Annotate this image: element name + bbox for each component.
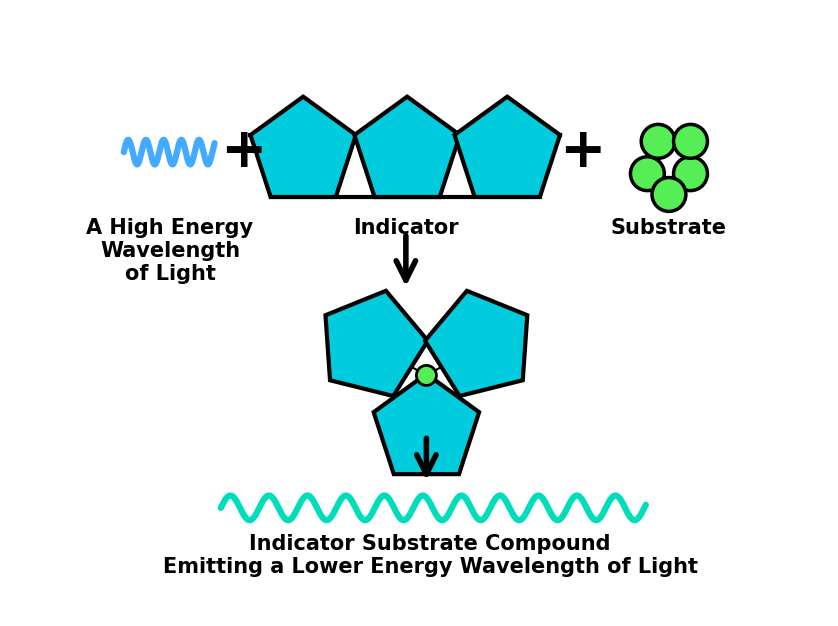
Polygon shape bbox=[425, 291, 527, 396]
Circle shape bbox=[674, 125, 707, 158]
Text: Indicator: Indicator bbox=[353, 218, 458, 238]
Polygon shape bbox=[454, 96, 560, 197]
Circle shape bbox=[652, 178, 685, 212]
Polygon shape bbox=[374, 374, 479, 474]
Text: Indicator Substrate Compound
Emitting a Lower Energy Wavelength of Light: Indicator Substrate Compound Emitting a … bbox=[163, 534, 698, 577]
Text: +: + bbox=[220, 125, 266, 179]
Text: A High Energy
Wavelength
of Light: A High Energy Wavelength of Light bbox=[86, 218, 254, 284]
Circle shape bbox=[630, 156, 665, 191]
Text: +: + bbox=[560, 125, 606, 179]
Circle shape bbox=[674, 156, 707, 191]
Circle shape bbox=[641, 125, 675, 158]
Polygon shape bbox=[251, 96, 356, 197]
Polygon shape bbox=[325, 291, 428, 396]
Polygon shape bbox=[354, 96, 460, 197]
Circle shape bbox=[416, 366, 437, 386]
Text: Substrate: Substrate bbox=[611, 218, 727, 238]
